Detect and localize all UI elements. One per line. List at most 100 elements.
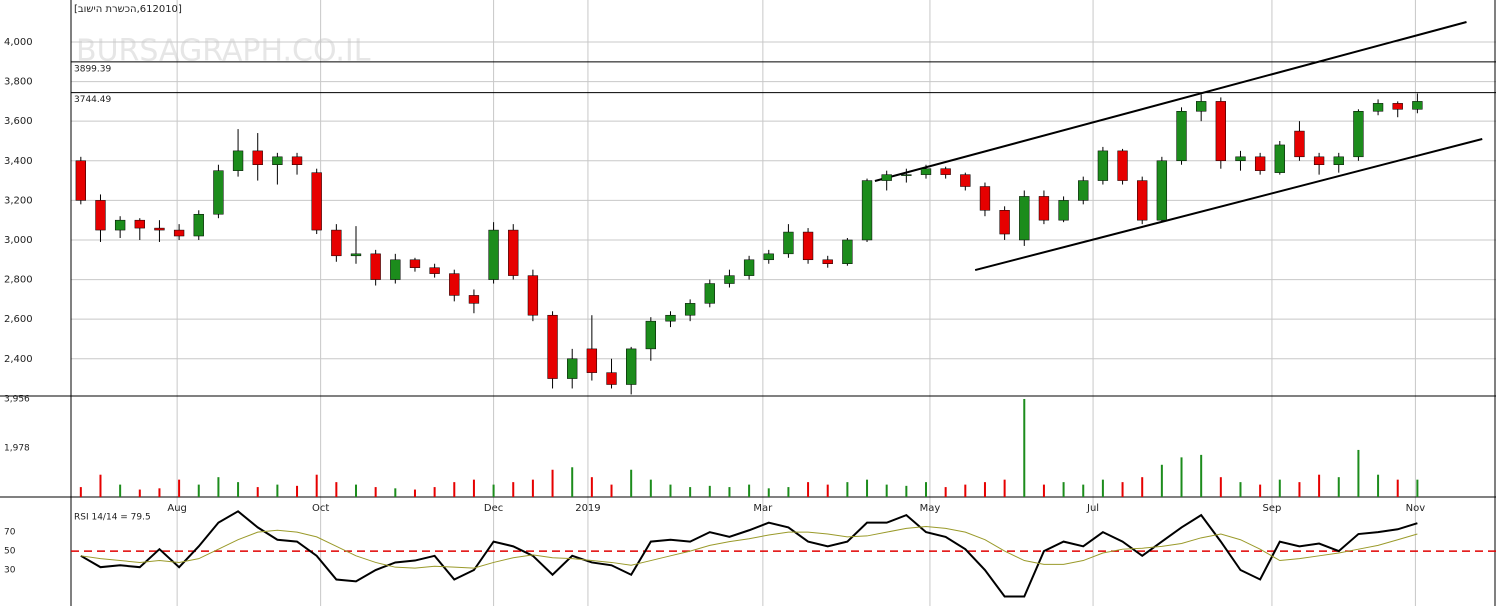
candle-body <box>626 348 637 385</box>
volume-bar <box>296 485 299 497</box>
volume-tick-label: 1,978 <box>4 443 30 453</box>
volume-bar <box>355 484 357 497</box>
y-tick-label: 3,800 <box>4 77 33 88</box>
rsi-tick-label: 70 <box>4 528 16 538</box>
candle-body <box>1058 200 1069 221</box>
volume-bar <box>1416 479 1419 497</box>
candle-body <box>232 150 244 171</box>
x-tick-label: Jul <box>1086 503 1099 514</box>
volume-bar <box>708 485 711 497</box>
volume-bar <box>138 489 141 497</box>
volume-bar <box>237 482 240 497</box>
candle-body <box>940 168 951 175</box>
candle-body <box>1274 144 1285 173</box>
volume-bar <box>512 482 515 497</box>
watermark: BURSAGRAPH.CO.IL <box>76 34 371 69</box>
candle-body <box>1137 180 1148 221</box>
candle-body <box>1019 196 1030 241</box>
y-tick-label: 2,400 <box>4 354 33 365</box>
candle-body <box>370 253 381 280</box>
volume-bar <box>178 479 181 497</box>
y-tick-label: 3,000 <box>4 235 33 246</box>
rsi-tick-label: 30 <box>4 566 16 576</box>
volume-bar <box>748 484 751 497</box>
volume-bar <box>866 479 869 497</box>
volume-bar <box>1259 484 1262 497</box>
candle-body <box>390 259 401 280</box>
volume-bar <box>846 482 849 497</box>
candle-body <box>193 213 204 237</box>
candle-body <box>154 227 165 231</box>
candle-body <box>527 275 539 316</box>
candle-body <box>842 239 853 264</box>
volume-bar <box>1337 477 1340 497</box>
volume-bar <box>807 482 810 497</box>
candle-body <box>508 229 519 276</box>
volume-tick-label: 3,956 <box>4 394 30 404</box>
candle-body <box>1313 156 1325 165</box>
volume-bar <box>610 484 613 497</box>
candle-body <box>1117 150 1128 181</box>
candle-body <box>134 219 145 229</box>
volume-bar <box>335 482 338 497</box>
candle-body <box>783 231 794 255</box>
level-label: 3899.39 <box>74 64 111 74</box>
candle-body <box>429 267 440 274</box>
rsi-line <box>80 525 1418 569</box>
volume-bar <box>1160 464 1163 497</box>
candle-body <box>743 259 755 276</box>
candle-body <box>567 358 578 379</box>
volume-bar <box>1101 479 1104 497</box>
volume-bar <box>1042 484 1045 497</box>
volume-bar <box>413 489 416 497</box>
candle-body <box>645 320 656 350</box>
candle-body <box>1392 103 1403 110</box>
volume-bar <box>394 488 397 497</box>
candle-body <box>1176 111 1187 162</box>
volume-bar <box>1357 449 1360 497</box>
volume-bar <box>315 474 318 497</box>
candle-body <box>1294 130 1305 158</box>
volume-bar <box>492 484 495 497</box>
candle-body <box>1097 150 1109 181</box>
volume-bar <box>276 484 279 497</box>
candle-body <box>1412 101 1423 110</box>
y-tick-label: 3,400 <box>4 156 33 167</box>
candle-body <box>173 229 185 237</box>
candle-body <box>704 283 715 304</box>
volume-bar <box>571 467 574 497</box>
volume-bar <box>905 485 908 497</box>
candle-body <box>999 210 1010 235</box>
volume-bar <box>1003 479 1006 497</box>
volume-bar <box>1396 479 1399 497</box>
candle-body <box>1333 156 1344 165</box>
volume-bar <box>1278 479 1281 497</box>
chart-title: [612010,הכשרת הישוב] <box>74 4 182 15</box>
volume-bar <box>197 484 200 497</box>
candle-body <box>75 160 86 201</box>
candle-body <box>1235 156 1246 162</box>
volume-bar <box>590 477 593 497</box>
candle-body <box>586 348 598 373</box>
candle-body <box>409 259 421 268</box>
y-tick-label: 4,000 <box>4 37 33 48</box>
x-tick-label: 2019 <box>575 503 600 514</box>
volume-bar <box>1239 482 1242 497</box>
volume-bar <box>1082 484 1085 497</box>
volume-bar <box>767 488 770 497</box>
volume-bar <box>728 487 731 497</box>
volume-bar <box>689 487 692 497</box>
volume-bar <box>374 487 377 497</box>
trendline <box>874 21 1467 182</box>
volume-bar <box>531 479 534 497</box>
y-tick-label: 2,600 <box>4 314 33 325</box>
volume-bar <box>649 479 652 497</box>
candle-body <box>449 273 460 296</box>
candle-body <box>881 174 892 181</box>
volume-bar <box>119 484 122 497</box>
trendline <box>974 138 1483 272</box>
candle-body <box>1372 103 1384 112</box>
candle-body <box>252 150 263 165</box>
candle-body <box>468 295 480 304</box>
